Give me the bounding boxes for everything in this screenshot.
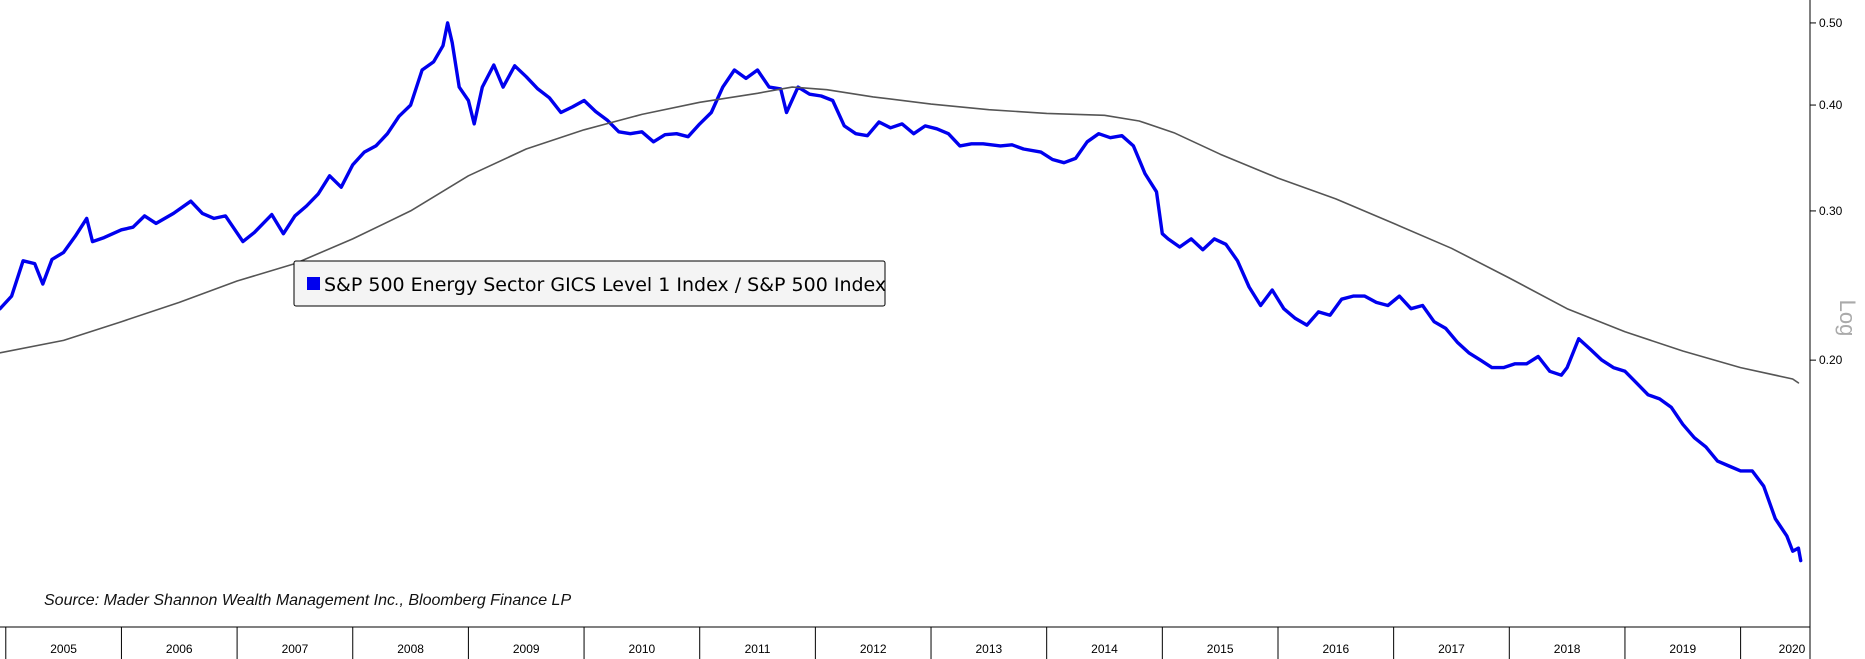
- series-line-energy-ratio: [0, 21, 1803, 563]
- x-tick-label: 2014: [1091, 642, 1118, 656]
- x-tick-label: 2007: [282, 642, 309, 656]
- y-tick-label: 0.20: [1819, 353, 1843, 367]
- series-layer: [0, 21, 1803, 563]
- x-tick-label: 2015: [1207, 642, 1234, 656]
- x-tick-label: 2020: [1779, 642, 1806, 656]
- series-line-moving-average: [0, 86, 1800, 384]
- y-tick-label: 0.30: [1819, 204, 1843, 218]
- x-tick-label: 2008: [397, 642, 424, 656]
- legend: S&P 500 Energy Sector GICS Level 1 Index…: [293, 260, 886, 307]
- scale-label: Log: [1835, 300, 1860, 337]
- x-tick-label: 2009: [513, 642, 540, 656]
- x-tick-label: 2012: [860, 642, 887, 656]
- y-axis: 0.50 0.40 0.30 0.20: [1809, 0, 1843, 659]
- y-tick-label: 0.40: [1819, 98, 1843, 112]
- x-tick-label: 2011: [745, 642, 771, 656]
- x-tick-label: 2006: [166, 642, 193, 656]
- x-tick-label: 2013: [975, 642, 1002, 656]
- legend-swatch: [307, 277, 320, 290]
- legend-label: S&P 500 Energy Sector GICS Level 1 Index…: [324, 274, 886, 296]
- x-tick-label: 2018: [1554, 642, 1581, 656]
- y-tick-label: 0.50: [1819, 16, 1843, 30]
- x-axis: 2005 2006 2007 2008 2009 2010 2011 2012 2013 2014…: [0, 626, 1810, 659]
- x-tick-label: 2010: [629, 642, 656, 656]
- source-note: Source: Mader Shannon Wealth Management …: [44, 592, 571, 609]
- x-tick-label: 2019: [1669, 642, 1696, 656]
- x-tick-label: 2016: [1322, 642, 1349, 656]
- x-tick-label: 2005: [50, 642, 77, 656]
- x-tick-label: 2017: [1438, 642, 1465, 656]
- legend-box: [293, 260, 886, 307]
